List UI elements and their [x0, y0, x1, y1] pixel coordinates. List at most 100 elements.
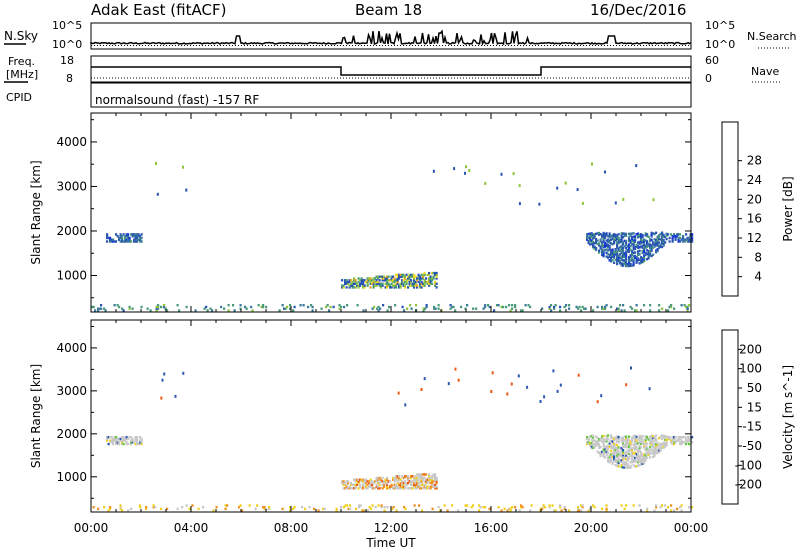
cell [638, 455, 641, 458]
power-colorbar-tick-label: 16 [747, 212, 762, 226]
cell [559, 305, 562, 309]
cell [617, 449, 620, 452]
cell [543, 395, 546, 399]
cell [601, 452, 604, 455]
cell [383, 483, 386, 487]
cell [658, 241, 661, 244]
cell [634, 434, 637, 437]
cell [637, 250, 640, 253]
cell [589, 443, 592, 447]
y-axis-label: Slant Range [km] [29, 364, 43, 468]
cell [299, 304, 302, 307]
cell [457, 378, 460, 382]
cell [116, 304, 119, 307]
cell [647, 255, 650, 258]
cell [434, 273, 437, 277]
nsky-frame [90, 22, 692, 50]
cell [514, 304, 517, 307]
cell [656, 237, 659, 240]
cell [607, 256, 610, 259]
cell [125, 240, 128, 243]
cell [372, 284, 375, 287]
cell [602, 240, 605, 244]
cell [637, 457, 640, 460]
cell [592, 446, 595, 449]
cell [662, 239, 665, 242]
cell [581, 506, 584, 509]
nsearch-tick-top: 10^5 [705, 19, 735, 32]
cell [617, 459, 620, 463]
cell [431, 507, 434, 511]
cell [620, 235, 623, 239]
cell [634, 254, 637, 258]
cell [426, 282, 429, 285]
cell [623, 232, 626, 235]
cell [581, 305, 584, 309]
cell [344, 481, 347, 485]
cell [431, 475, 434, 478]
cell [638, 242, 641, 245]
cell [577, 373, 580, 377]
cell [613, 442, 616, 446]
cell [152, 504, 155, 507]
nsearch-label: N.Search [747, 30, 797, 43]
cell [372, 279, 375, 282]
cell [425, 473, 428, 476]
cell [673, 509, 676, 512]
cell [658, 450, 661, 454]
cell [404, 403, 407, 407]
cell [369, 485, 372, 488]
cell [399, 275, 402, 278]
cell [548, 305, 551, 309]
cell [643, 304, 646, 307]
cell [539, 400, 542, 403]
cell [658, 447, 661, 450]
cell [106, 436, 109, 439]
cell [643, 454, 646, 458]
cell [638, 235, 641, 238]
cell [637, 454, 640, 457]
cell [676, 439, 679, 442]
cell [617, 242, 620, 245]
cell [619, 256, 622, 260]
cell [407, 478, 410, 481]
cell [611, 455, 614, 459]
cell [395, 475, 398, 478]
cell [313, 507, 316, 511]
cell [628, 239, 631, 243]
cell [106, 236, 109, 240]
cell [350, 284, 353, 287]
cell [608, 440, 611, 443]
cell [131, 233, 134, 236]
cell [410, 307, 413, 310]
cell [625, 261, 628, 264]
cell [429, 282, 432, 285]
cell [596, 440, 599, 443]
cell [616, 307, 619, 310]
cell [383, 279, 386, 282]
cell [369, 277, 372, 280]
cell [629, 234, 632, 237]
cell [640, 259, 643, 263]
cell [380, 284, 383, 287]
cell [593, 242, 596, 245]
cell [652, 436, 655, 440]
cell [449, 304, 452, 307]
cell [655, 443, 658, 446]
cell [381, 282, 384, 285]
cell [413, 286, 416, 289]
cell [673, 235, 676, 238]
cell [420, 478, 423, 481]
cell [628, 456, 631, 459]
cell [616, 253, 619, 257]
cell [377, 481, 380, 485]
cell [631, 436, 634, 440]
cell [372, 481, 375, 485]
cell [614, 248, 617, 251]
cell [122, 437, 125, 441]
cell [587, 439, 590, 442]
cell [289, 304, 292, 307]
cell [664, 235, 667, 239]
cell [667, 436, 670, 439]
cell [631, 450, 634, 453]
